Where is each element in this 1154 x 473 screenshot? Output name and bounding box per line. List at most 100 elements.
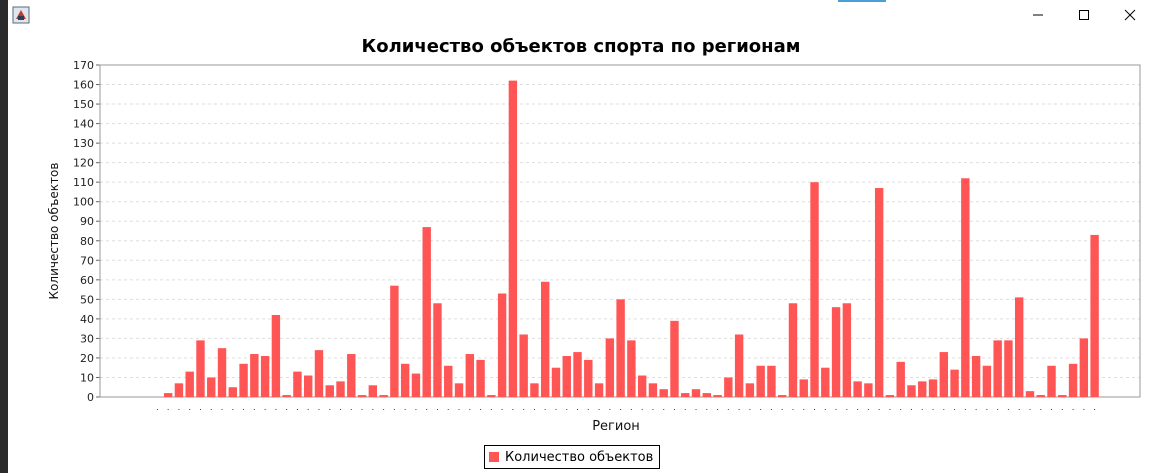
legend-swatch [489, 452, 499, 462]
bar [971, 355, 981, 397]
bar [304, 375, 313, 397]
title-bar[interactable] [8, 0, 1154, 32]
bar [713, 395, 722, 397]
bar [293, 371, 302, 397]
y-tick-label: 100 [73, 196, 94, 209]
bar [821, 367, 830, 397]
close-button[interactable] [1107, 0, 1153, 30]
maximize-icon [1079, 10, 1089, 20]
y-axis-label: Количество объектов [47, 163, 61, 300]
bar [1004, 340, 1013, 397]
bar [174, 383, 184, 397]
bar [778, 395, 787, 397]
bar [314, 350, 324, 397]
bar [724, 377, 733, 397]
bar [745, 383, 755, 397]
y-tick-label: 130 [73, 137, 94, 150]
bar [691, 389, 701, 397]
bar [185, 371, 194, 397]
y-tick-label: 90 [80, 215, 94, 228]
bar [379, 395, 388, 397]
y-tick-label: 140 [73, 118, 94, 131]
bar [885, 395, 895, 397]
bar [594, 383, 604, 397]
bar [196, 340, 205, 397]
bar [1079, 338, 1089, 397]
bar [756, 365, 765, 397]
bar [864, 383, 873, 397]
bar [788, 303, 798, 397]
y-tick-label: 170 [73, 59, 94, 72]
y-tick-label: 60 [80, 274, 94, 287]
bar [390, 285, 399, 397]
bar [982, 365, 992, 397]
chart-title: Количество объектов спорта по регионам [361, 36, 801, 57]
bar [734, 334, 744, 397]
bar [1047, 365, 1056, 397]
bar [831, 307, 841, 397]
bar [562, 355, 571, 397]
bar [1025, 391, 1035, 397]
bar [627, 340, 636, 397]
bar [347, 354, 356, 397]
bar [637, 375, 647, 397]
bar [368, 385, 378, 397]
y-tick-label: 160 [73, 79, 94, 92]
bar [681, 393, 690, 397]
maximize-button[interactable] [1061, 0, 1107, 30]
bar [519, 334, 528, 397]
bar [541, 281, 550, 397]
bar [336, 381, 345, 397]
y-tick-label: 70 [80, 254, 94, 267]
bar [271, 314, 281, 397]
java-app-icon [12, 6, 30, 24]
y-tick-label: 80 [80, 235, 94, 248]
legend-label: Количество объектов [505, 449, 654, 465]
bar [1015, 297, 1024, 397]
title-accent-strip [838, 0, 886, 2]
bar [648, 383, 658, 397]
bar [767, 365, 776, 397]
bar [1068, 363, 1078, 397]
bar [907, 385, 916, 397]
bar [400, 363, 410, 397]
x-axis-label: Регион [592, 419, 640, 434]
bar [1090, 234, 1099, 397]
y-tick-label: 30 [80, 332, 94, 345]
bar [993, 340, 1002, 397]
bar [670, 320, 679, 397]
bar [497, 293, 507, 397]
minimize-icon [1033, 14, 1043, 16]
bar [530, 383, 539, 397]
bar [282, 395, 291, 397]
minimize-button[interactable] [1015, 0, 1061, 30]
bar [874, 188, 884, 397]
bar [896, 361, 905, 397]
y-tick-label: 150 [73, 98, 94, 111]
bar [239, 363, 248, 397]
close-icon [1124, 9, 1136, 21]
y-tick-label: 40 [80, 313, 94, 326]
bar-chart: 0 10 20 30 40 50 60 70 80 90 100 110 120 130 140 150 160… [47, 59, 1141, 434]
bar [573, 352, 582, 397]
bar [918, 381, 927, 397]
bar [260, 355, 270, 397]
bar [799, 379, 808, 397]
bar [659, 389, 668, 397]
y-tick-label: 10 [80, 371, 94, 384]
bar [605, 338, 615, 397]
bar [939, 352, 948, 397]
bar [411, 373, 421, 397]
bar [250, 354, 259, 397]
bar [465, 354, 474, 397]
bar [950, 369, 959, 397]
bar [454, 383, 464, 397]
bar [207, 377, 216, 397]
bar [842, 303, 852, 397]
bar [476, 359, 485, 397]
bar [357, 395, 367, 397]
y-tick-label: 20 [80, 352, 94, 365]
bar [444, 365, 453, 397]
y-tick-label: 120 [73, 157, 94, 170]
bar [433, 303, 442, 397]
